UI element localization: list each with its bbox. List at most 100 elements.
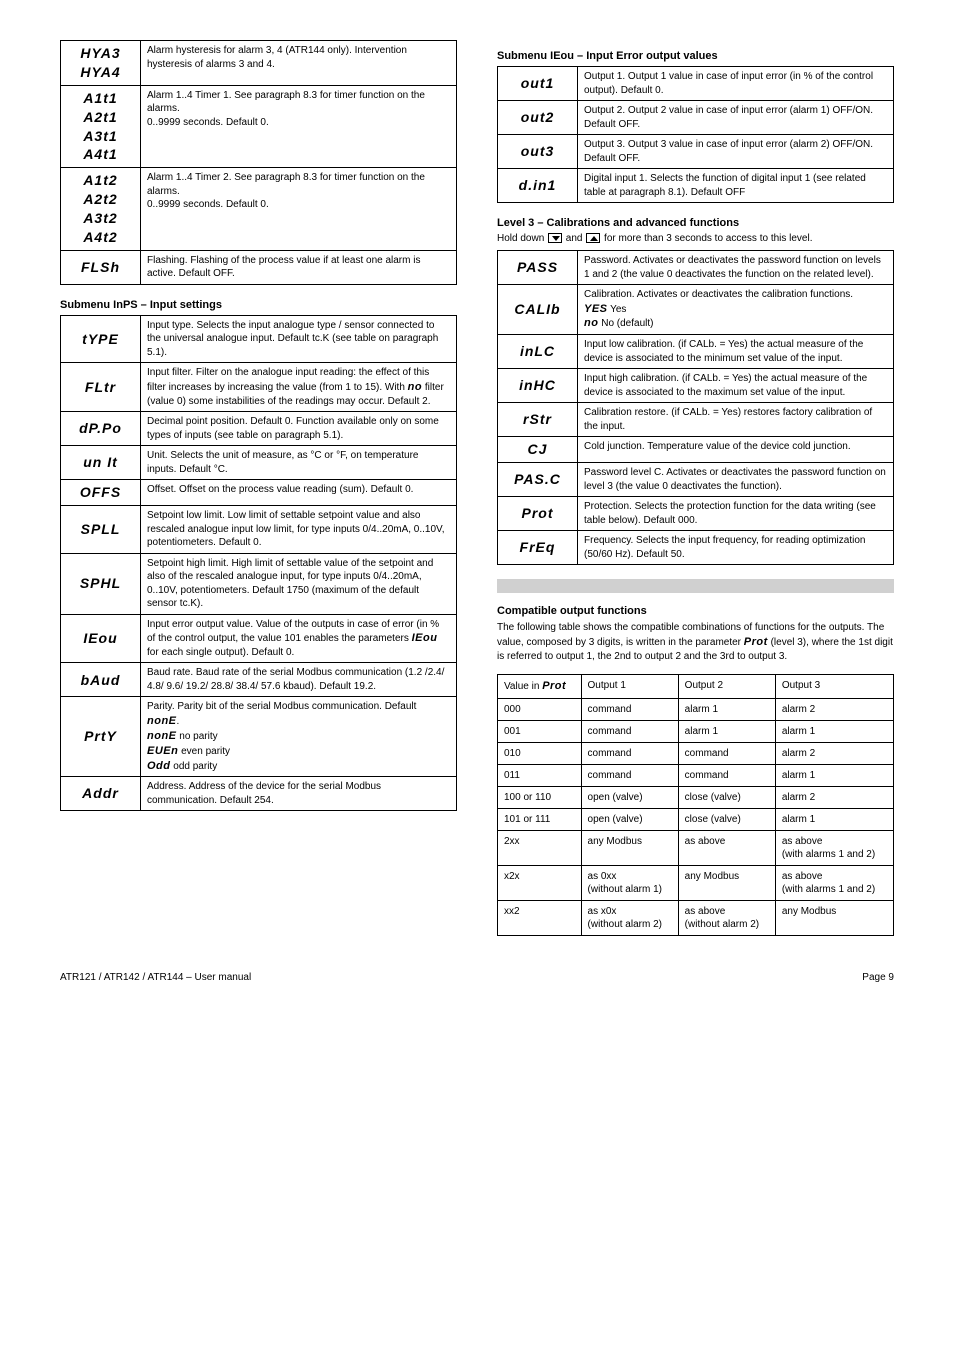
seg-token: Odd xyxy=(147,760,171,772)
left-table-b: tYPEInput type. Selects the input analog… xyxy=(60,315,457,811)
compat-cell: alarm 2 xyxy=(775,786,893,808)
compat-cell: any Modbus xyxy=(775,900,893,935)
param-desc-cell: Unit. Selects the unit of measure, as °C… xyxy=(141,446,457,480)
param-desc-cell: Setpoint low limit. Low limit of settabl… xyxy=(141,506,457,554)
seg-token: no xyxy=(584,317,598,329)
param-label-cell: FLtr xyxy=(61,363,141,412)
gray-divider xyxy=(497,579,894,593)
param-code: A1t1 xyxy=(67,89,134,108)
footer-right: Page 9 xyxy=(862,972,894,983)
param-label-cell: PrtY xyxy=(61,697,141,777)
param-row: FrEqFrequency. Selects the input frequen… xyxy=(498,531,894,565)
param-code: PrtY xyxy=(67,727,134,746)
param-code: A4t1 xyxy=(67,145,134,164)
footer-left: ATR121 / ATR142 / ATR144 – User manual xyxy=(60,972,251,983)
param-desc-cell: Password. Activates or deactivates the p… xyxy=(578,251,894,285)
param-label-cell: OFFS xyxy=(61,480,141,506)
compat-cell: 101 or 111 xyxy=(498,808,582,830)
param-label-cell: CALIb xyxy=(498,285,578,335)
param-code: un It xyxy=(67,453,134,472)
right-column: Submenu IEou – Input Error output values… xyxy=(497,40,894,936)
compat-header-row: Value in ProtOutput 1Output 2Output 3 xyxy=(498,675,894,698)
compat-cell: command xyxy=(678,764,775,786)
compat-cell: any Modbus xyxy=(581,830,678,865)
section-title-inps: Submenu InPS – Input settings xyxy=(60,299,457,311)
param-desc-cell: Flashing. Flashing of the process value … xyxy=(141,250,457,284)
param-label-cell: bAud xyxy=(61,663,141,697)
param-row: inHC Input high calibration. (if CALb. = … xyxy=(498,369,894,403)
compat-header-cell: Output 1 xyxy=(581,675,678,698)
compat-cell: alarm 2 xyxy=(775,698,893,720)
param-code: A1t2 xyxy=(67,171,134,190)
left-column: HYA3HYA4Alarm hysteresis for alarm 3, 4 … xyxy=(60,40,457,936)
param-desc-cell: Calibration. Activates or deactivates th… xyxy=(578,285,894,335)
down-arrow-icon xyxy=(548,233,562,243)
param-row: dP.PoDecimal point position. Default 0. … xyxy=(61,412,457,446)
param-code: CALIb xyxy=(504,300,571,319)
compat-cell: open (valve) xyxy=(581,786,678,808)
param-code: Addr xyxy=(67,784,134,803)
compat-header-cell: Output 3 xyxy=(775,675,893,698)
param-row: inLCInput low calibration. (if CALb. = Y… xyxy=(498,335,894,369)
compat-cell: close (valve) xyxy=(678,786,775,808)
param-label-cell: out2 xyxy=(498,101,578,135)
param-row: un It Unit. Selects the unit of measure, … xyxy=(61,446,457,480)
param-desc-cell: Output 3. Output 3 value in case of inpu… xyxy=(578,135,894,169)
param-code: HYA4 xyxy=(67,63,134,82)
param-row: FLShFlashing. Flashing of the process va… xyxy=(61,250,457,284)
compat-cell: alarm 1 xyxy=(775,720,893,742)
param-label-cell: inHC xyxy=(498,369,578,403)
param-label-cell: dP.Po xyxy=(61,412,141,446)
param-row: SPHLSetpoint high limit. High limit of s… xyxy=(61,553,457,614)
param-label-cell: SPLL xyxy=(61,506,141,554)
param-code: SPLL xyxy=(67,520,134,539)
param-label-cell: tYPE xyxy=(61,315,141,363)
param-row: tYPEInput type. Selects the input analog… xyxy=(61,315,457,363)
compat-cell: as x0x(without alarm 2) xyxy=(581,900,678,935)
param-desc-cell: Frequency. Selects the input frequency, … xyxy=(578,531,894,565)
param-code: inLC xyxy=(504,342,571,361)
section-title-level3: Level 3 – Calibrations and advanced func… xyxy=(497,217,894,229)
param-desc-cell: Input high calibration. (if CALb. = Yes)… xyxy=(578,369,894,403)
param-label-cell: d.in1 xyxy=(498,169,578,203)
param-row: A1t1A2t1A3t1A4t1Alarm 1..4 Timer 1. See … xyxy=(61,85,457,168)
param-row: PrtY Parity. Parity bit of the serial Mod… xyxy=(61,697,457,777)
param-code: CJ xyxy=(504,440,571,459)
compat-table: Value in ProtOutput 1Output 2Output 3000… xyxy=(497,674,894,935)
param-code: inHC xyxy=(504,376,571,395)
compat-cell: alarm 1 xyxy=(678,720,775,742)
param-code: out3 xyxy=(504,142,571,161)
compat-cell: command xyxy=(581,742,678,764)
seg-token: EUEn xyxy=(147,745,178,757)
param-row: rStrCalibration restore. (if CALb. = Yes… xyxy=(498,403,894,437)
page-footer: ATR121 / ATR142 / ATR144 – User manual P… xyxy=(60,966,894,983)
right-table-a: out1Output 1. Output 1 value in case of … xyxy=(497,66,894,203)
param-row: PAS.CPassword level C. Activates or deac… xyxy=(498,463,894,497)
section-title-ieou: Submenu IEou – Input Error output values xyxy=(497,50,894,62)
compat-row: 100 or 110open (valve)close (valve)alarm… xyxy=(498,786,894,808)
compat-cell: x2x xyxy=(498,865,582,900)
compat-cell: command xyxy=(581,764,678,786)
param-code: FLtr xyxy=(67,378,134,397)
param-row: HYA3HYA4Alarm hysteresis for alarm 3, 4 … xyxy=(61,41,457,86)
param-label-cell: IEou xyxy=(61,614,141,663)
param-row: SPLL Setpoint low limit. Low limit of set… xyxy=(61,506,457,554)
param-code: d.in1 xyxy=(504,176,571,195)
param-label-cell: FLSh xyxy=(61,250,141,284)
param-desc-cell: Alarm 1..4 Timer 1. See paragraph 8.3 fo… xyxy=(141,85,457,168)
param-code: A3t2 xyxy=(67,209,134,228)
param-label-cell: FrEq xyxy=(498,531,578,565)
param-row: FLtrInput filter. Filter on the analogue… xyxy=(61,363,457,412)
param-desc-cell: Output 1. Output 1 value in case of inpu… xyxy=(578,67,894,101)
compat-cell: as above(without alarm 2) xyxy=(678,900,775,935)
compat-cell: as 0xx(without alarm 1) xyxy=(581,865,678,900)
seg-token: nonE xyxy=(147,730,177,742)
compat-cell: 010 xyxy=(498,742,582,764)
param-row: PASSPassword. Activates or deactivates t… xyxy=(498,251,894,285)
param-desc-cell: Input type. Selects the input analogue t… xyxy=(141,315,457,363)
param-row: CALIb Calibration. Activates or deactivat… xyxy=(498,285,894,335)
compat-cell: 011 xyxy=(498,764,582,786)
param-label-cell: out1 xyxy=(498,67,578,101)
param-desc-cell: Parity. Parity bit of the serial Modbus … xyxy=(141,697,457,777)
param-code: PAS.C xyxy=(504,470,571,489)
